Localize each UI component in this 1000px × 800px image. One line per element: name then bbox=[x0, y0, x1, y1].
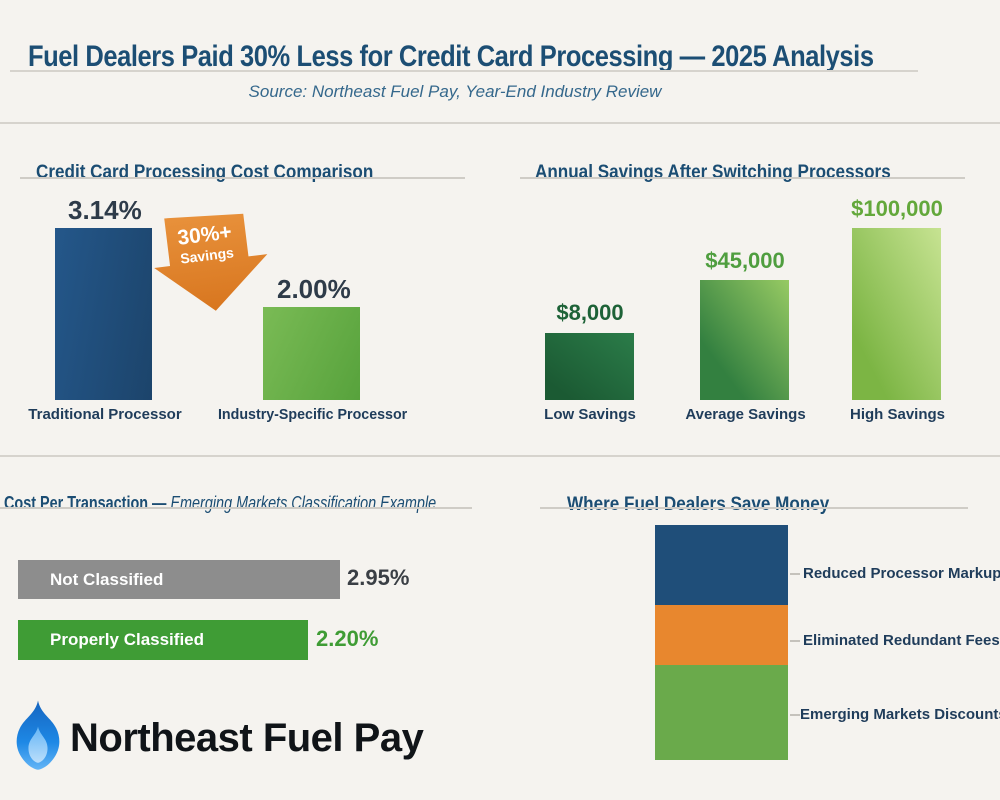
bar-traditional-processor bbox=[55, 228, 152, 400]
label-low-savings: Low Savings bbox=[544, 406, 636, 423]
page-title: Fuel Dealers Paid 30% Less for Credit Ca… bbox=[28, 40, 874, 74]
label-traditional-processor: Traditional Processor bbox=[28, 406, 182, 423]
chart3-title-bold: Cost Per Transaction — bbox=[4, 492, 171, 513]
label-not-classified: Not Classified bbox=[50, 569, 164, 589]
connector-line bbox=[790, 573, 800, 575]
connector-line bbox=[790, 640, 800, 642]
header-divider-2 bbox=[0, 122, 1000, 124]
flame-icon bbox=[16, 700, 60, 770]
stacked-savings-bar bbox=[655, 525, 788, 760]
chart2-title: Annual Savings After Switching Processor… bbox=[535, 161, 891, 183]
value-low-savings: $8,000 bbox=[556, 300, 624, 325]
savings-arrow-icon: 30%+ Savings bbox=[146, 206, 275, 320]
source-line: Source: Northeast Fuel Pay, Year-End Ind… bbox=[248, 82, 662, 101]
bar-properly-classified: Properly Classified bbox=[18, 620, 308, 660]
value-properly-classified: 2.20% bbox=[316, 626, 379, 651]
label-reduced-processor-markup: Reduced Processor Markup bbox=[803, 565, 1000, 582]
value-not-classified: 2.95% bbox=[347, 565, 410, 590]
label-industry-specific-processor: Industry-Specific Processor bbox=[217, 406, 408, 423]
brand-logo: Northeast Fuel Pay bbox=[10, 698, 490, 778]
value-traditional: 3.14% bbox=[68, 195, 142, 225]
chart3-title-underline bbox=[0, 507, 472, 509]
chart2-title-underline bbox=[520, 177, 965, 179]
mid-divider bbox=[0, 455, 1000, 457]
connector-line bbox=[790, 714, 800, 716]
bar-high-savings bbox=[852, 228, 941, 400]
value-average-savings: $45,000 bbox=[705, 248, 785, 273]
chart3-title-italic: Emerging Markets Classification Example bbox=[170, 492, 437, 513]
segment-emerging-markets-discounts bbox=[655, 665, 788, 760]
header-divider bbox=[10, 70, 918, 72]
chart4-title-underline bbox=[540, 507, 968, 509]
chart1-title: Credit Card Processing Cost Comparison bbox=[36, 161, 374, 183]
chart1-title-underline bbox=[20, 177, 465, 179]
bar-low-savings bbox=[545, 333, 634, 400]
chart4-title: Where Fuel Dealers Save Money bbox=[567, 493, 830, 515]
label-high-savings: High Savings bbox=[849, 406, 946, 423]
bar-not-classified: Not Classified bbox=[18, 560, 340, 599]
label-properly-classified: Properly Classified bbox=[50, 630, 205, 649]
value-industry-specific: 2.00% bbox=[277, 274, 351, 304]
label-eliminated-redundant-fees: Eliminated Redundant Fees bbox=[803, 632, 1000, 649]
label-average-savings: Average Savings bbox=[685, 406, 806, 423]
bar-industry-specific-processor bbox=[263, 307, 360, 400]
chart3-title: Cost Per Transaction — Emerging Markets … bbox=[4, 493, 436, 514]
brand-name: Northeast Fuel Pay bbox=[70, 716, 424, 760]
bar-average-savings bbox=[700, 280, 789, 400]
segment-reduced-processor-markup bbox=[655, 525, 788, 605]
segment-eliminated-redundant-fees bbox=[655, 605, 788, 665]
value-high-savings: $100,000 bbox=[851, 196, 943, 221]
label-emerging-markets-discounts: Emerging Markets Discounts bbox=[800, 706, 1000, 723]
